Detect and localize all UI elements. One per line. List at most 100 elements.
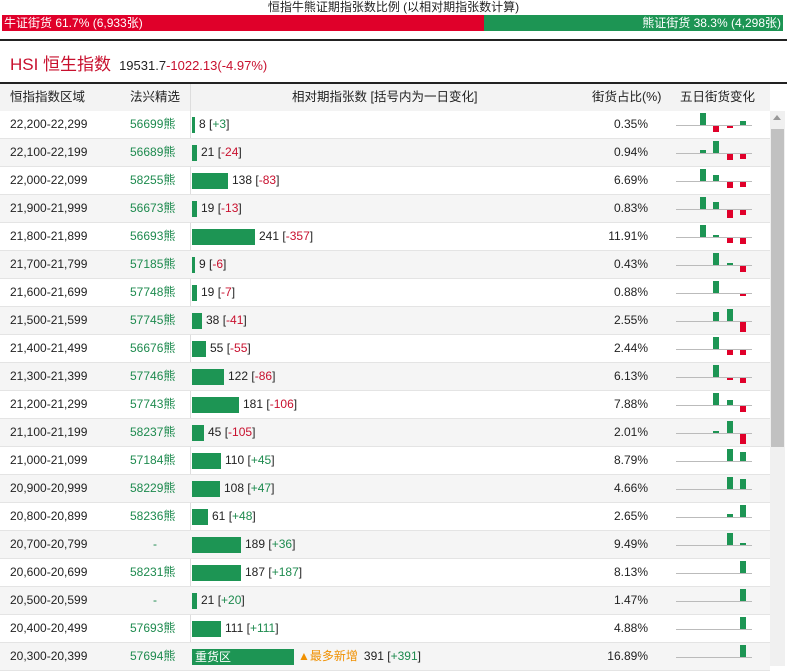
warrant-code-link[interactable]: 57743熊: [130, 397, 176, 411]
sparkline-baseline: [676, 153, 752, 154]
sparkline-bar: [740, 617, 746, 629]
count-cell: 241 [-357]: [192, 223, 313, 250]
table-row: 20,500-20,599 - 21 [+20] 1.47%: [0, 587, 770, 615]
count-cell: 8 [+3]: [192, 111, 229, 138]
divider: [0, 39, 787, 41]
range-cell: 21,200-21,299: [10, 397, 88, 411]
count-delta: -24: [221, 145, 239, 159]
warrant-code-link[interactable]: 57694熊: [130, 649, 176, 663]
range-cell: 21,700-21,799: [10, 257, 88, 271]
table-row: 21,100-21,199 58237熊 45 [-105] 2.01%: [0, 419, 770, 447]
sparkline-bar: [699, 113, 706, 125]
range-cell: 20,300-20,399: [10, 649, 88, 663]
scroll-up-icon[interactable]: [773, 115, 781, 120]
count-value: 55: [210, 341, 224, 355]
count-cell: 138 [-83]: [192, 167, 279, 194]
warrant-code-link[interactable]: 57745熊: [130, 313, 176, 327]
count-value: 19: [201, 201, 215, 215]
scrollbar[interactable]: [770, 111, 785, 666]
five-day-sparkline: [676, 279, 752, 306]
sparkline-bar: [740, 120, 746, 125]
count-cell: 9 [-6]: [192, 251, 226, 278]
pct-cell: 6.69%: [613, 173, 648, 187]
warrant-code-link[interactable]: 56689熊: [130, 145, 176, 159]
sparkline-bar: [699, 169, 706, 181]
five-day-sparkline: [676, 615, 752, 642]
count-delta: +48: [232, 509, 253, 523]
warrant-code-link[interactable]: 58229熊: [130, 481, 176, 495]
scrollbar-thumb[interactable]: [771, 129, 784, 447]
warrant-code-link[interactable]: 57748熊: [130, 285, 176, 299]
count-delta: -86: [254, 369, 273, 383]
warrant-code-link[interactable]: 57693熊: [130, 621, 176, 635]
five-day-sparkline: [676, 335, 752, 362]
table-header: 恒指指数区域 法兴精选 相对期指张数 [括号内为一日变化] 街货占比(%) 五日…: [0, 84, 770, 111]
sparkline-bar: [740, 294, 746, 297]
sparkline-baseline: [676, 237, 752, 238]
sparkline-bar: [740, 434, 746, 444]
warrant-code-link[interactable]: 57185熊: [130, 257, 176, 271]
pct-cell: 0.43%: [613, 257, 648, 271]
index-name[interactable]: HSI 恒生指数: [10, 55, 112, 74]
count-value: 108: [224, 481, 245, 495]
count-delta: -6: [212, 257, 224, 271]
count-cell: 45 [-105]: [192, 419, 255, 446]
table-row: 21,800-21,899 56693熊 241 [-357] 11.91%: [0, 223, 770, 251]
five-day-sparkline: [676, 559, 752, 586]
sparkline-baseline: [676, 405, 752, 406]
count-cell: 181 [-106]: [192, 391, 297, 418]
count-value: 111: [225, 621, 244, 635]
table-row: 21,200-21,299 57743熊 181 [-106] 7.88%: [0, 391, 770, 419]
sparkline-baseline: [676, 489, 752, 490]
sparkline-bar: [740, 542, 746, 545]
table-row: 21,400-21,499 56676熊 55 [-55] 2.44%: [0, 335, 770, 363]
range-cell: 21,000-21,099: [10, 453, 88, 467]
range-cell: 20,500-20,599: [10, 593, 88, 607]
count-cell: 187 [+187]: [192, 559, 302, 586]
sparkline-bar: [740, 378, 746, 383]
range-cell: 21,400-21,499: [10, 341, 88, 355]
warrant-code-link[interactable]: 56699熊: [130, 117, 176, 131]
sparkline-bar: [740, 238, 746, 244]
count-delta: +111: [249, 621, 276, 635]
range-cell: 21,800-21,899: [10, 229, 88, 243]
warrant-code-link[interactable]: 58237熊: [130, 425, 176, 439]
sparkline-bar: [713, 393, 719, 405]
pct-cell: 11.91%: [608, 229, 648, 243]
warrant-code-link[interactable]: 58255熊: [130, 173, 176, 187]
warrant-code-link[interactable]: 57184熊: [130, 453, 176, 467]
chart-title: 恒指牛熊证期指张数比例 (以相对期指张数计算): [267, 0, 520, 14]
count-bar: [192, 340, 206, 357]
warrant-code-link[interactable]: 56673熊: [130, 201, 176, 215]
sparkline-baseline: [676, 321, 752, 322]
count-bar: [192, 620, 221, 637]
table-row: 22,200-22,299 56699熊 8 [+3] 0.35%: [0, 111, 770, 139]
warrant-code-link[interactable]: 56676熊: [130, 341, 176, 355]
most-added-tag: ▲最多新增: [298, 649, 358, 663]
count-delta: +20: [221, 593, 242, 607]
bull-bear-ratio-bar: 牛证街货 61.7% (6,933张) 熊证街货 38.3% (4,298张): [2, 15, 783, 31]
warrant-code-link[interactable]: 58236熊: [130, 509, 176, 523]
table-row: 20,300-20,399 57694熊 重货区 ▲最多新增 391 [+391] 16.…: [0, 643, 770, 671]
count-bar: [192, 368, 224, 385]
five-day-sparkline: [676, 503, 752, 530]
range-cell: 20,700-20,799: [10, 537, 88, 551]
warrant-code-link[interactable]: 58231熊: [130, 565, 176, 579]
sparkline-baseline: [676, 629, 752, 630]
range-cell: 20,600-20,699: [10, 565, 88, 579]
index-quote: HSI 恒生指数 19531.7 -1022.13(-4.97%): [10, 50, 267, 75]
warrant-code-link[interactable]: -: [153, 593, 157, 607]
sparkline-baseline: [676, 293, 752, 294]
count-value: 45: [208, 425, 222, 439]
sparkline-bar: [713, 253, 719, 265]
count-delta: +391: [390, 649, 418, 663]
count-bar: [192, 200, 197, 217]
table-row: 20,900-20,999 58229熊 108 [+47] 4.66%: [0, 475, 770, 503]
warrant-code-link[interactable]: 56693熊: [130, 229, 176, 243]
five-day-sparkline: [676, 643, 752, 670]
count-bar: [192, 228, 255, 245]
count-bar: [192, 284, 197, 301]
warrant-code-link[interactable]: 57746熊: [130, 369, 176, 383]
warrant-code-link[interactable]: -: [153, 537, 157, 551]
table-row: 21,900-21,999 56673熊 19 [-13] 0.83%: [0, 195, 770, 223]
